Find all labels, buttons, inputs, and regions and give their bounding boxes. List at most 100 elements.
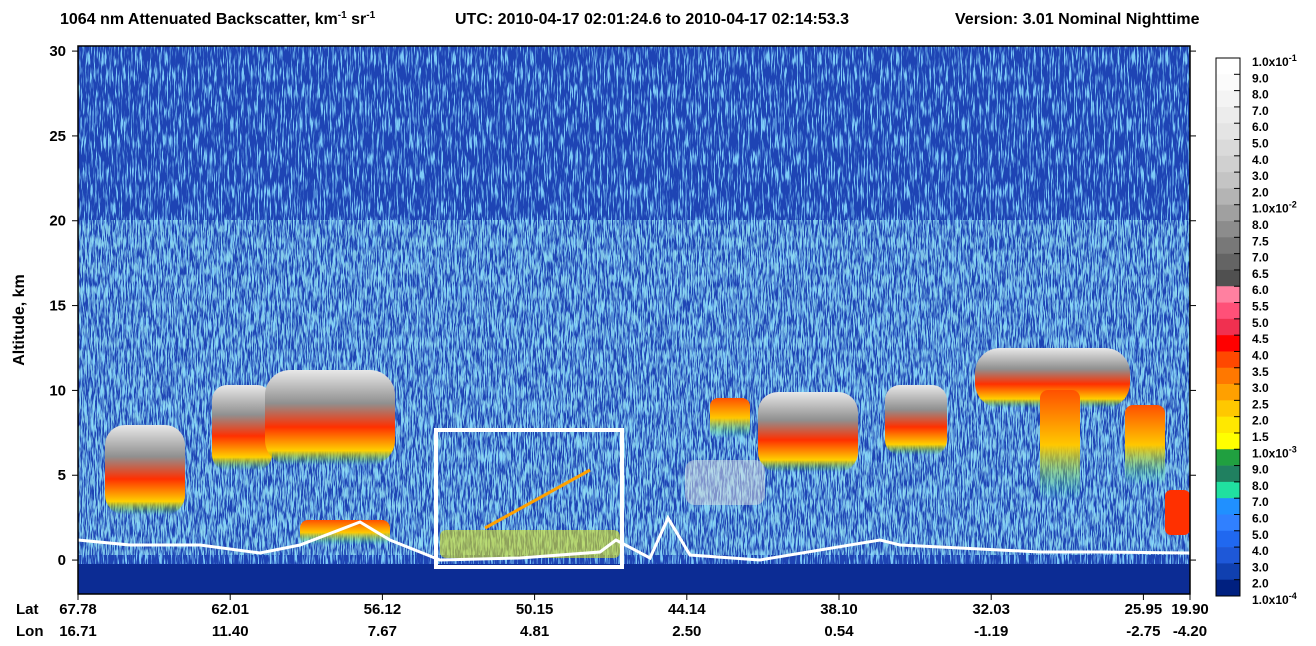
lon-tick-label: 0.54 xyxy=(824,623,854,640)
colorbar-label-base: 1.0x10 xyxy=(1252,593,1289,607)
colorbar-label: 3.5 xyxy=(1252,365,1269,379)
colorbar-label: 6.0 xyxy=(1252,120,1269,134)
colorbar-label: 5.5 xyxy=(1252,300,1269,314)
y-tick-label: 25 xyxy=(49,128,66,145)
colorbar-swatch xyxy=(1216,449,1240,466)
lon-tick-label: -2.75 xyxy=(1126,623,1160,640)
colorbar-label: 7.5 xyxy=(1252,234,1269,248)
version: Version: 3.01 Nominal Nighttime xyxy=(955,11,1200,28)
colorbar-label: 2.0 xyxy=(1252,414,1269,428)
colorbar-swatch xyxy=(1216,221,1240,238)
colorbar-swatch xyxy=(1216,204,1240,222)
colorbar-swatch xyxy=(1216,302,1240,320)
colorbar-label: 2.0 xyxy=(1252,185,1269,199)
colorbar-label-exp: -3 xyxy=(1289,444,1297,454)
lat-tick-label: 67.78 xyxy=(59,601,97,618)
colorbar-swatch xyxy=(1216,74,1240,91)
colorbar-label-base: 1.0x10 xyxy=(1252,202,1289,216)
colorbar-label-exp: -2 xyxy=(1289,200,1297,210)
colorbar-swatch xyxy=(1216,432,1240,450)
utc-range: UTC: 2010-04-17 02:01:24.6 to 2010-04-17… xyxy=(455,11,849,28)
colorbar-label: 6.5 xyxy=(1252,267,1269,281)
colorbar-label: 3.0 xyxy=(1252,381,1269,395)
colorbar-label: 6.0 xyxy=(1252,511,1269,525)
colorbar-label-exp: -1 xyxy=(1289,53,1297,63)
colorbar-swatch xyxy=(1216,58,1240,75)
colorbar-swatch xyxy=(1216,351,1240,369)
cloud-features xyxy=(105,348,1190,558)
colorbar-label: 4.0 xyxy=(1252,348,1269,362)
colorbar-label: 2.5 xyxy=(1252,397,1269,411)
lat-tick-label: 19.90 xyxy=(1171,601,1209,618)
y-axis-label: Altitude, km xyxy=(11,274,28,366)
plot-frame xyxy=(77,45,1191,595)
lat-tick-label: 50.15 xyxy=(516,601,554,618)
colorbar-label: 8.0 xyxy=(1252,479,1269,493)
lon-tick-label: 2.50 xyxy=(672,623,701,640)
colorbar-swatch xyxy=(1216,367,1240,385)
colorbar-label: 3.0 xyxy=(1252,560,1269,574)
colorbar-label: 3.0 xyxy=(1252,169,1269,183)
y-tick-label: 30 xyxy=(49,43,66,60)
colorbar-label: 7.0 xyxy=(1252,495,1269,509)
colorbar-label: 6.0 xyxy=(1252,283,1269,297)
colorbar-label-base: 1.0x10 xyxy=(1252,55,1289,69)
colorbar-label: 1.5 xyxy=(1252,430,1269,444)
colorbar-swatch xyxy=(1216,286,1240,303)
y-tick-label: 20 xyxy=(49,213,66,230)
y-tick-label: 5 xyxy=(58,467,66,484)
colorbar-swatch xyxy=(1216,547,1240,564)
colorbar-swatch xyxy=(1216,481,1240,499)
colorbar-swatch xyxy=(1216,498,1240,515)
colorbar-frame xyxy=(1215,57,1241,597)
lat-tick-label: 32.03 xyxy=(972,601,1010,618)
colorbar-swatch xyxy=(1216,139,1240,157)
colorbar-label: 9.0 xyxy=(1252,463,1269,477)
lat-tick-label: 44.14 xyxy=(668,601,706,618)
highlight-box xyxy=(434,428,624,569)
colorbar-label: 8.0 xyxy=(1252,218,1269,232)
colorbar-swatch xyxy=(1216,172,1240,189)
backscatter-field xyxy=(77,46,1191,594)
colorbar-label: 2.0 xyxy=(1252,577,1269,591)
colorbar-swatch xyxy=(1216,106,1240,124)
lat-tick-label: 62.01 xyxy=(211,601,249,618)
lon-label: Lon xyxy=(16,623,44,640)
colorbar-swatch xyxy=(1216,384,1240,401)
colorbar-swatch xyxy=(1216,465,1240,483)
colorbar-label-exp: -4 xyxy=(1289,591,1297,601)
colorbar-swatch xyxy=(1216,514,1240,532)
colorbar-label: 1.0x10-3 xyxy=(1252,444,1297,460)
colorbar-swatch xyxy=(1216,335,1240,352)
lat-tick-label: 56.12 xyxy=(364,601,402,618)
colorbar-swatch xyxy=(1216,530,1240,548)
lon-tick-label: 4.81 xyxy=(520,623,549,640)
colorbar-label: 5.0 xyxy=(1252,137,1269,151)
colorbar-label: 7.0 xyxy=(1252,104,1269,118)
colorbar-label: 4.0 xyxy=(1252,544,1269,558)
colorbar-label-base: 1.0x10 xyxy=(1252,446,1289,460)
colorbar-swatch xyxy=(1216,123,1240,140)
y-tick-label: 15 xyxy=(49,298,66,315)
colorbar-swatch xyxy=(1216,269,1240,287)
y-tick-label: 10 xyxy=(49,382,66,399)
lon-tick-label: 16.71 xyxy=(59,623,97,640)
y-tick-label: 0 xyxy=(58,552,66,569)
colorbar-label: 1.0x10-2 xyxy=(1252,200,1297,216)
colorbar-swatch xyxy=(1216,237,1240,254)
colorbar-label: 8.0 xyxy=(1252,88,1269,102)
lat-tick-label: 38.10 xyxy=(820,601,858,618)
colorbar-label: 7.0 xyxy=(1252,251,1269,265)
lon-tick-label: 11.40 xyxy=(212,623,249,640)
colorbar-label: 5.0 xyxy=(1252,316,1269,330)
colorbar-label: 1.0x10-4 xyxy=(1252,591,1297,607)
colorbar-label: 9.0 xyxy=(1252,71,1269,85)
colorbar-label: 4.0 xyxy=(1252,153,1269,167)
colorbar-swatch xyxy=(1216,579,1240,597)
chart-title: 1064 nm Attenuated Backscatter, km-1 sr-… xyxy=(60,10,376,28)
lon-tick-label: -1.19 xyxy=(974,623,1008,640)
lon-tick-label: 7.67 xyxy=(368,623,397,640)
colorbar-swatch xyxy=(1216,400,1240,417)
colorbar-swatch xyxy=(1216,416,1240,434)
surface-return xyxy=(77,514,1191,562)
